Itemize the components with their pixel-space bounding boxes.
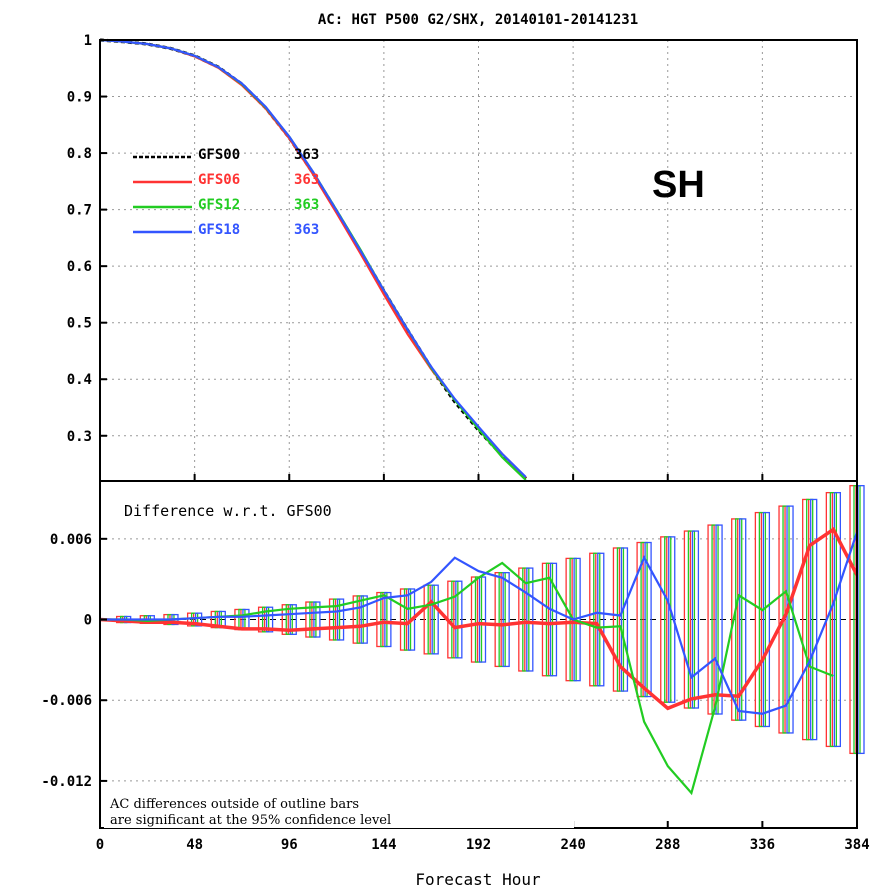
x-tick-label: 144 (371, 837, 396, 853)
x-tick-label: 96 (281, 837, 298, 853)
significance-note-line-1: AC differences outside of outline bars (109, 797, 359, 812)
top-y-tick-label: 0.7 (67, 203, 92, 219)
legend-count-gfs06: 363 (294, 172, 319, 188)
x-tick-label: 48 (186, 837, 203, 853)
chart-title: AC: HGT P500 G2/SHX, 20140101-20141231 (318, 12, 638, 28)
top-y-tick-label: 0.5 (67, 316, 92, 332)
bottom-panel-frame (100, 481, 857, 828)
difference-panel-label: Difference w.r.t. GFS00 (124, 502, 332, 520)
top-panel-series (100, 40, 526, 480)
top-y-tick-label: 0.8 (67, 146, 92, 162)
top-y-tick-label: 0.9 (67, 90, 92, 106)
significance-note-line-2: are significant at the 95% confidence le… (110, 813, 391, 828)
bottom-y-tick-label: -0.012 (41, 774, 92, 790)
legend-label-gfs12: GFS12 (198, 197, 240, 213)
bottom-y-tick-label: 0 (84, 613, 92, 629)
legend-label-gfs18: GFS18 (198, 222, 240, 238)
difference-series (100, 529, 857, 793)
top-y-tick-label: 0.4 (67, 372, 92, 388)
bottom-y-tick-label: -0.006 (41, 693, 92, 709)
x-tick-label: 192 (466, 837, 491, 853)
x-axis-title: Forecast Hour (415, 870, 541, 889)
diff-line-gfs06 (100, 529, 857, 708)
x-tick-label: 0 (96, 837, 104, 853)
ac-line-gfs12 (100, 40, 526, 480)
bottom-y-axis: 0.006 0 -0.006 -0.012 (41, 532, 107, 790)
legend-count-gfs12: 363 (294, 197, 319, 213)
bottom-panel-grid (100, 539, 857, 781)
top-y-tick-label: 0.3 (67, 429, 92, 445)
ac-line-gfs00 (100, 40, 526, 479)
legend-count-gfs18: 363 (294, 222, 319, 238)
legend: GFS00 363 GFS06 363 GFS12 363 GFS18 363 (133, 147, 319, 238)
top-panel-grid (100, 40, 857, 481)
x-tick-label: 336 (750, 837, 775, 853)
x-tick-label: 288 (655, 837, 680, 853)
confidence-bar (858, 486, 864, 754)
region-label: SH (652, 164, 705, 206)
legend-label-gfs06: GFS06 (198, 172, 240, 188)
top-y-tick-label: 1 (84, 33, 92, 49)
legend-label-gfs00: GFS00 (198, 147, 240, 163)
legend-count-gfs00: 363 (294, 147, 319, 163)
x-tick-label: 384 (844, 837, 869, 853)
top-y-tick-label: 0.6 (67, 259, 92, 275)
bottom-y-tick-label: 0.006 (50, 532, 92, 548)
x-tick-label: 240 (560, 837, 585, 853)
